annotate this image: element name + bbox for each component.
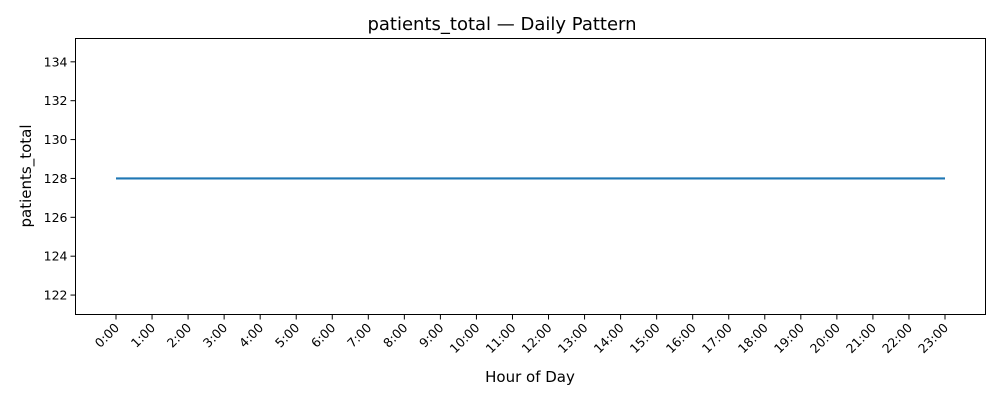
- y-tick-label: 130: [44, 132, 68, 147]
- y-axis: 122 124 126 128 130 132 134: [44, 54, 76, 303]
- x-tick-label: 4:00: [236, 320, 266, 350]
- x-tick-label: 10:00: [446, 320, 482, 356]
- y-axis-label: patients_total: [17, 125, 36, 228]
- y-tick-label: 122: [44, 288, 68, 303]
- x-tick-label: 16:00: [663, 320, 699, 356]
- x-tick-label: 3:00: [200, 320, 230, 350]
- x-tick-label: 0:00: [92, 320, 122, 350]
- y-tick-label: 124: [44, 249, 68, 264]
- x-tick-label: 13:00: [555, 320, 591, 356]
- x-tick-label: 21:00: [843, 320, 879, 356]
- y-tick-label: 134: [44, 54, 68, 69]
- x-tick-label: 19:00: [771, 320, 807, 356]
- x-tick-label: 8:00: [380, 320, 410, 350]
- y-tick-label: 128: [44, 171, 68, 186]
- x-tick-label: 18:00: [735, 320, 771, 356]
- x-tick-label: 22:00: [879, 320, 915, 356]
- x-tick-label: 14:00: [591, 320, 627, 356]
- y-tick-label: 126: [44, 210, 68, 225]
- x-tick-label: 2:00: [164, 320, 194, 350]
- x-tick-label: 6:00: [308, 320, 338, 350]
- plot-frame: [75, 38, 986, 315]
- x-tick-label: 17:00: [699, 320, 735, 356]
- x-tick-label: 7:00: [344, 320, 374, 350]
- x-tick-label: 1:00: [128, 320, 158, 350]
- x-axis: 0:00 1:00 2:00 3:00 4:00 5:00 6:00 7:00 8:00 9:00…: [92, 314, 951, 356]
- x-tick-label: 15:00: [627, 320, 663, 356]
- x-tick-label: 23:00: [915, 320, 951, 356]
- y-tick-label: 132: [44, 93, 68, 108]
- chart-title: patients_total — Daily Pattern: [367, 14, 636, 35]
- x-tick-label: 20:00: [807, 320, 843, 356]
- x-tick-label: 5:00: [272, 320, 302, 350]
- x-tick-label: 11:00: [483, 320, 519, 356]
- x-tick-label: 9:00: [416, 320, 446, 350]
- x-axis-label: Hour of Day: [485, 368, 575, 386]
- x-tick-label: 12:00: [519, 320, 555, 356]
